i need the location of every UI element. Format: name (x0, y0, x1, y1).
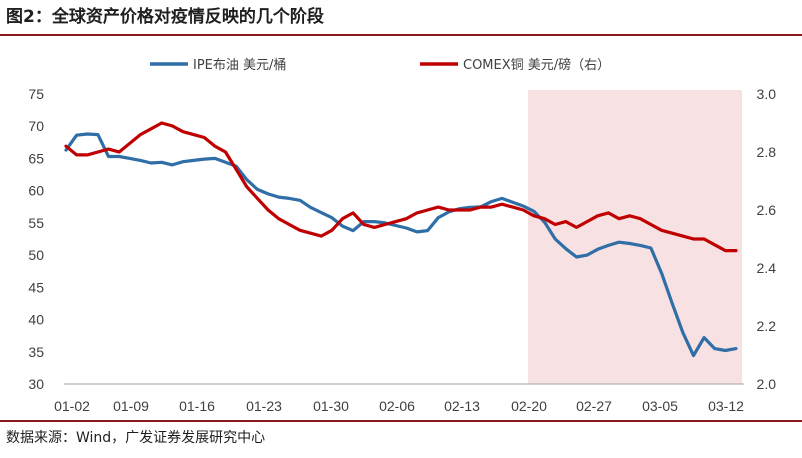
x-tick-label: 02-20 (511, 398, 547, 414)
title-divider (0, 34, 802, 36)
y-left-tick-label: 55 (28, 215, 44, 231)
y-left-tick-label: 50 (28, 247, 44, 263)
x-tick-label: 01-16 (179, 398, 215, 414)
footer-divider (0, 420, 802, 422)
x-tick-label: 03-05 (642, 398, 678, 414)
y-left-tick-label: 65 (28, 150, 44, 166)
x-tick-label: 03-12 (708, 398, 744, 414)
legend-label: COMEX铜 美元/磅（右） (463, 57, 610, 73)
y-right-tick-label: 2.8 (757, 144, 777, 160)
x-tick-label: 01-23 (246, 398, 282, 414)
shaded-region (528, 90, 742, 384)
y-left-tick-label: 40 (28, 312, 44, 328)
legend-label: IPE布油 美元/桶 (193, 58, 286, 73)
source-note: 数据来源：Wind，广发证券发展研究中心 (6, 430, 266, 446)
y-right-tick-label: 2.0 (757, 376, 777, 392)
x-tick-label: 02-06 (379, 398, 415, 414)
x-tick-label: 02-27 (576, 398, 612, 414)
y-right-tick-label: 2.2 (757, 318, 777, 334)
figure-title: 图2：全球资产价格对疫情反映的几个阶段 (6, 7, 324, 27)
y-left-tick-label: 35 (28, 344, 44, 360)
y-left-tick-label: 45 (28, 279, 44, 295)
series-line-brent (64, 132, 738, 358)
y-left-tick-label: 70 (28, 118, 44, 134)
y-left-tick-label: 75 (28, 86, 44, 102)
y-right-tick-label: 3.0 (757, 86, 777, 102)
x-tick-label: 02-13 (444, 398, 480, 414)
y-right-tick-label: 2.6 (757, 202, 777, 218)
y-left-tick-label: 30 (28, 376, 44, 392)
x-tick-label: 01-09 (113, 398, 149, 414)
x-tick-label: 01-02 (54, 398, 90, 414)
x-tick-label: 01-30 (313, 398, 349, 414)
y-left-tick-label: 60 (28, 183, 44, 199)
y-right-tick-label: 2.4 (757, 260, 777, 276)
series-line-copper (64, 121, 738, 253)
